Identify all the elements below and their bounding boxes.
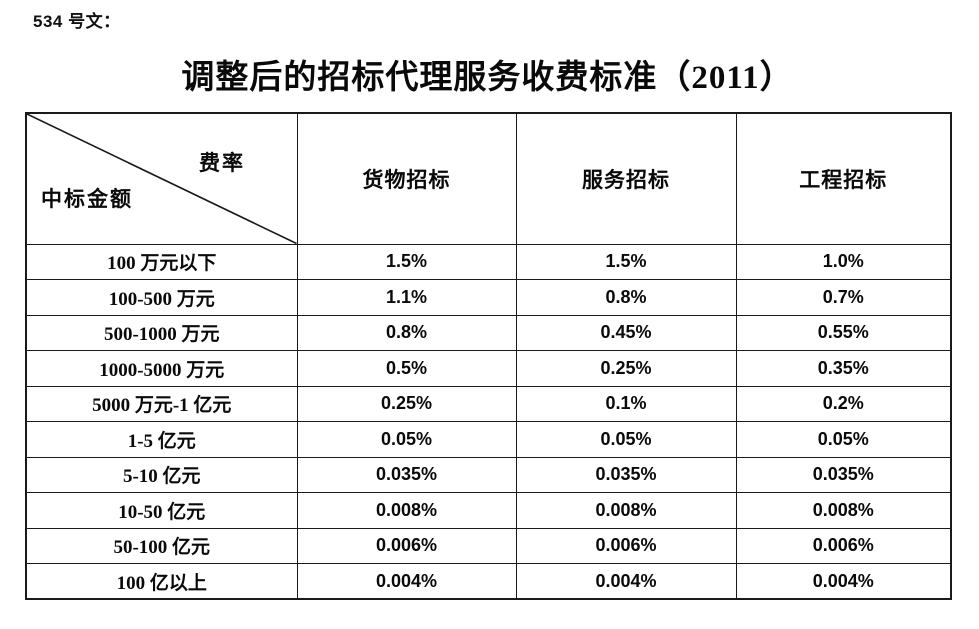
table-row: 5000 万元-1 亿元 0.25% 0.1% 0.2% (25, 385, 952, 422)
amount-range-cell: 50-100 亿元 (25, 527, 298, 564)
goods-rate-cell: 1.1% (296, 279, 517, 316)
amount-range-cell: 5-10 亿元 (25, 456, 298, 493)
goods-rate-cell: 0.25% (296, 385, 517, 422)
goods-rate-cell: 0.5% (296, 350, 517, 387)
table-row: 50-100 亿元 0.006% 0.006% 0.006% (25, 527, 952, 564)
diagonal-corner-cell: 费率 中标金额 (25, 112, 298, 245)
service-rate-cell: 0.004% (515, 563, 737, 600)
service-rate-cell: 0.05% (515, 421, 737, 458)
engineering-rate-cell: 0.35% (735, 350, 952, 387)
amount-range-cell: 100 万元以下 (25, 243, 298, 280)
table-row: 100 亿以上 0.004% 0.004% 0.004% (25, 563, 952, 600)
corner-rate-label: 费率 (199, 151, 245, 175)
service-rate-cell: 0.25% (515, 350, 737, 387)
engineering-rate-cell: 0.035% (735, 456, 952, 493)
service-rate-cell: 0.45% (515, 314, 737, 351)
amount-range-cell: 500-1000 万元 (25, 314, 298, 351)
amount-range-cell: 1-5 亿元 (25, 421, 298, 458)
engineering-rate-cell: 0.2% (735, 385, 952, 422)
page-title: 调整后的招标代理服务收费标准（2011） (181, 60, 794, 96)
service-rate-cell: 1.5% (515, 243, 737, 280)
fee-rate-table: 费率 中标金额 货物招标 服务招标 工程招标 100 万元以下 1.5% 1.5… (25, 112, 952, 600)
service-rate-cell: 0.006% (515, 527, 737, 564)
table-row: 100 万元以下 1.5% 1.5% 1.0% (25, 243, 952, 280)
goods-rate-cell: 0.8% (296, 314, 517, 351)
amount-range-cell: 10-50 亿元 (25, 492, 298, 529)
engineering-rate-cell: 0.006% (735, 527, 952, 564)
amount-range-cell: 5000 万元-1 亿元 (25, 385, 298, 422)
table-row: 1000-5000 万元 0.5% 0.25% 0.35% (25, 350, 952, 387)
service-rate-cell: 0.008% (515, 492, 737, 529)
service-rate-cell: 0.035% (515, 456, 737, 493)
table-row: 100-500 万元 1.1% 0.8% 0.7% (25, 279, 952, 316)
table-row: 500-1000 万元 0.8% 0.45% 0.55% (25, 314, 952, 351)
engineering-rate-cell: 0.05% (735, 421, 952, 458)
goods-rate-cell: 0.004% (296, 563, 517, 600)
amount-range-cell: 100 亿以上 (25, 563, 298, 600)
amount-range-cell: 1000-5000 万元 (25, 350, 298, 387)
column-header-engineering: 工程招标 (735, 112, 952, 245)
engineering-rate-cell: 1.0% (735, 243, 952, 280)
goods-rate-cell: 0.05% (296, 421, 517, 458)
goods-rate-cell: 0.008% (296, 492, 517, 529)
diagonal-line (27, 114, 297, 244)
goods-rate-cell: 0.035% (296, 456, 517, 493)
corner-amount-label: 中标金额 (41, 187, 133, 211)
table-row: 10-50 亿元 0.008% 0.008% 0.008% (25, 492, 952, 529)
table-row: 1-5 亿元 0.05% 0.05% 0.05% (25, 421, 952, 458)
table-header-row: 费率 中标金额 货物招标 服务招标 工程招标 (25, 112, 952, 245)
service-rate-cell: 0.8% (515, 279, 737, 316)
engineering-rate-cell: 0.7% (735, 279, 952, 316)
column-header-goods: 货物招标 (296, 112, 517, 245)
goods-rate-cell: 1.5% (296, 243, 517, 280)
goods-rate-cell: 0.006% (296, 527, 517, 564)
table-row: 5-10 亿元 0.035% 0.035% 0.035% (25, 456, 952, 493)
column-header-service: 服务招标 (515, 112, 737, 245)
doc-number-label: 534 号文： (33, 12, 121, 31)
service-rate-cell: 0.1% (515, 385, 737, 422)
engineering-rate-cell: 0.004% (735, 563, 952, 600)
engineering-rate-cell: 0.55% (735, 314, 952, 351)
amount-range-cell: 100-500 万元 (25, 279, 298, 316)
engineering-rate-cell: 0.008% (735, 492, 952, 529)
